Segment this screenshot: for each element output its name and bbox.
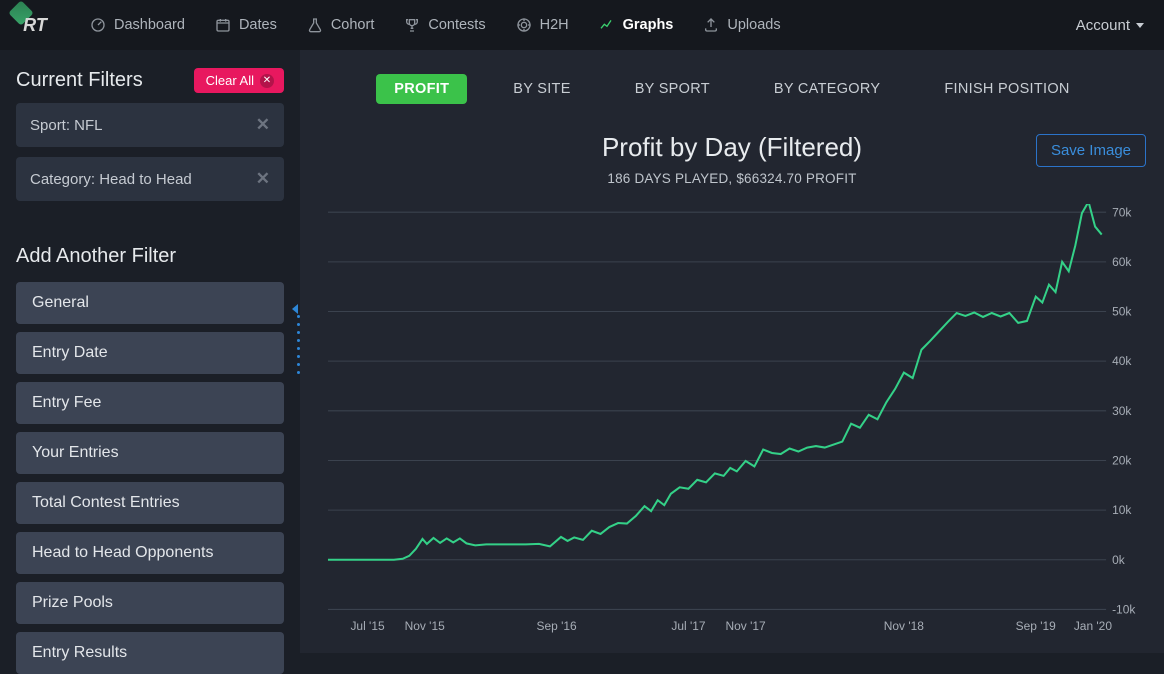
filter-button[interactable]: Entry Fee bbox=[16, 382, 284, 424]
chart-title: Profit by Day (Filtered) bbox=[318, 132, 1146, 163]
target-icon bbox=[516, 17, 532, 33]
nav-uploads[interactable]: Uploads bbox=[691, 9, 792, 41]
filter-chip: Category: Head to Head ✕ bbox=[16, 157, 284, 201]
nav-graphs[interactable]: Graphs bbox=[587, 9, 686, 41]
nav-label: Graphs bbox=[623, 17, 674, 33]
profit-chart: -10k 0k 10k 20k 30k 40k 50k 60k 70k Jul '15 Nov '1… bbox=[318, 204, 1146, 634]
current-filters-header: Current Filters Clear All ✕ bbox=[16, 68, 284, 93]
tab-by-site[interactable]: BY SITE bbox=[495, 74, 588, 104]
nav-label: Dates bbox=[239, 17, 277, 33]
nav-dates[interactable]: Dates bbox=[203, 9, 289, 41]
svg-text:60k: 60k bbox=[1112, 255, 1132, 269]
nav-label: Uploads bbox=[727, 17, 780, 33]
nav-h2h[interactable]: H2H bbox=[504, 9, 581, 41]
svg-text:40k: 40k bbox=[1112, 354, 1132, 368]
filter-button[interactable]: Prize Pools bbox=[16, 582, 284, 624]
logo[interactable]: RT bbox=[16, 6, 54, 44]
filter-chip: Sport: NFL ✕ bbox=[16, 103, 284, 147]
svg-text:Nov '15: Nov '15 bbox=[405, 619, 445, 633]
nav-label: Dashboard bbox=[114, 17, 185, 33]
nav-contests[interactable]: Contests bbox=[392, 9, 497, 41]
svg-text:70k: 70k bbox=[1112, 205, 1132, 219]
save-image-button[interactable]: Save Image bbox=[1036, 134, 1146, 167]
svg-text:Sep '16: Sep '16 bbox=[536, 619, 576, 633]
logo-text: RT bbox=[23, 15, 47, 36]
account-label: Account bbox=[1076, 17, 1130, 34]
nav-label: H2H bbox=[540, 17, 569, 33]
clear-all-button[interactable]: Clear All ✕ bbox=[194, 68, 284, 93]
close-icon: ✕ bbox=[260, 74, 274, 88]
svg-text:Nov '17: Nov '17 bbox=[726, 619, 766, 633]
svg-text:Jul '17: Jul '17 bbox=[671, 619, 705, 633]
svg-text:Sep '19: Sep '19 bbox=[1016, 619, 1056, 633]
chart-icon bbox=[599, 17, 615, 33]
tab-by-sport[interactable]: BY SPORT bbox=[617, 74, 728, 104]
nav-label: Contests bbox=[428, 17, 485, 33]
flask-icon bbox=[307, 17, 323, 33]
sidebar: Current Filters Clear All ✕ Sport: NFL✕C… bbox=[0, 50, 296, 653]
filter-button[interactable]: Total Contest Entries bbox=[16, 482, 284, 524]
tab-finish-position[interactable]: FINISH POSITION bbox=[926, 74, 1087, 104]
caret-down-icon bbox=[1136, 23, 1144, 28]
top-nav: RT Dashboard Dates Cohort Contests H2H Graphs… bbox=[0, 0, 1164, 50]
remove-chip-icon[interactable]: ✕ bbox=[256, 169, 270, 189]
tab-by-category[interactable]: BY CATEGORY bbox=[756, 74, 898, 104]
filter-button[interactable]: Entry Results bbox=[16, 632, 284, 674]
svg-text:Jan '20: Jan '20 bbox=[1074, 619, 1112, 633]
calendar-icon bbox=[215, 17, 231, 33]
filter-button[interactable]: Head to Head Opponents bbox=[16, 532, 284, 574]
account-menu[interactable]: Account bbox=[1066, 11, 1148, 40]
tab-profit[interactable]: PROFIT bbox=[376, 74, 467, 104]
graph-tabs: PROFIT BY SITE BY SPORT BY CATEGORY FINISH P… bbox=[318, 74, 1146, 104]
svg-text:-10k: -10k bbox=[1112, 602, 1136, 616]
svg-text:Nov '18: Nov '18 bbox=[884, 619, 924, 633]
remove-chip-icon[interactable]: ✕ bbox=[256, 115, 270, 135]
add-filter-title: Add Another Filter bbox=[16, 245, 176, 268]
chart-subtitle: 186 DAYS PLAYED, $66324.70 PROFIT bbox=[318, 171, 1146, 186]
add-filter-header: Add Another Filter bbox=[16, 245, 284, 268]
nav-dashboard[interactable]: Dashboard bbox=[78, 9, 197, 41]
nav-cohort[interactable]: Cohort bbox=[295, 9, 387, 41]
upload-icon bbox=[703, 17, 719, 33]
chart-svg: -10k 0k 10k 20k 30k 40k 50k 60k 70k Jul '15 Nov '1… bbox=[318, 204, 1146, 634]
filter-button[interactable]: Your Entries bbox=[16, 432, 284, 474]
chip-label: Category: Head to Head bbox=[30, 171, 192, 188]
main-panel: PROFIT BY SITE BY SPORT BY CATEGORY FINISH P… bbox=[300, 50, 1164, 653]
svg-text:30k: 30k bbox=[1112, 404, 1132, 418]
filter-button[interactable]: General bbox=[16, 282, 284, 324]
svg-text:50k: 50k bbox=[1112, 304, 1132, 318]
chip-label: Sport: NFL bbox=[30, 117, 103, 134]
svg-text:20k: 20k bbox=[1112, 453, 1132, 467]
nav-items: Dashboard Dates Cohort Contests H2H Graphs Upl… bbox=[78, 9, 1066, 41]
current-filters-title: Current Filters bbox=[16, 69, 143, 92]
svg-text:Jul '15: Jul '15 bbox=[350, 619, 384, 633]
clear-all-label: Clear All bbox=[206, 73, 254, 88]
trophy-icon bbox=[404, 17, 420, 33]
svg-text:0k: 0k bbox=[1112, 553, 1126, 567]
nav-label: Cohort bbox=[331, 17, 375, 33]
svg-text:10k: 10k bbox=[1112, 503, 1132, 517]
filter-button[interactable]: Entry Date bbox=[16, 332, 284, 374]
gauge-icon bbox=[90, 17, 106, 33]
chart-header: Profit by Day (Filtered) 186 DAYS PLAYED… bbox=[318, 132, 1146, 186]
